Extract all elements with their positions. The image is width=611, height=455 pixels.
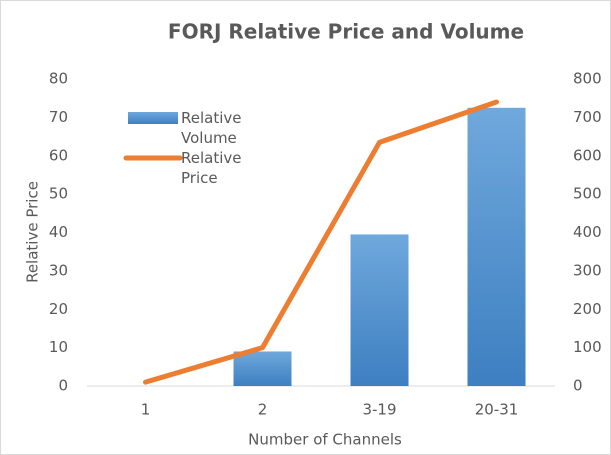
y-tick-label: 70	[49, 108, 68, 126]
y-tick-label: 30	[49, 261, 68, 279]
y2-tick-label: 700	[573, 108, 602, 126]
legend-label: Relative Price	[181, 149, 242, 187]
y2-tick-label: 300	[573, 261, 602, 279]
y-tick-label: 60	[49, 146, 68, 164]
y-tick-label: 10	[49, 338, 68, 356]
y2-tick-label: 400	[573, 223, 602, 241]
y-tick-label: 50	[49, 185, 68, 203]
line	[143, 99, 499, 385]
y2-tick-label: 200	[573, 300, 602, 318]
x-tick-label: 20-31	[475, 401, 519, 419]
y-tick-label: 40	[49, 223, 68, 241]
x-tick-label: 3-19	[362, 401, 396, 419]
y-axis-title: Relative Price	[24, 181, 42, 283]
y2-tick-label: 0	[573, 377, 583, 395]
chart-title: FORJ Relative Price and Volume	[168, 20, 524, 44]
y2-tick-label: 100	[573, 338, 602, 356]
y2-tick-label: 600	[573, 146, 602, 164]
y2-tick-label: 500	[573, 185, 602, 203]
x-tick-label: 2	[258, 401, 268, 419]
y-tick-label: 80	[49, 70, 68, 88]
y-tick-label: 20	[49, 300, 68, 318]
bar	[233, 351, 292, 386]
x-tick-label: 1	[141, 401, 151, 419]
y2-tick-label: 800	[573, 70, 602, 88]
bar	[467, 107, 526, 386]
bar	[350, 234, 409, 386]
x-axis-title: Number of Channels	[248, 431, 402, 449]
legend-swatch	[128, 112, 178, 124]
y-tick-label: 0	[58, 377, 68, 395]
legend-label: Relative Volume	[181, 109, 242, 147]
